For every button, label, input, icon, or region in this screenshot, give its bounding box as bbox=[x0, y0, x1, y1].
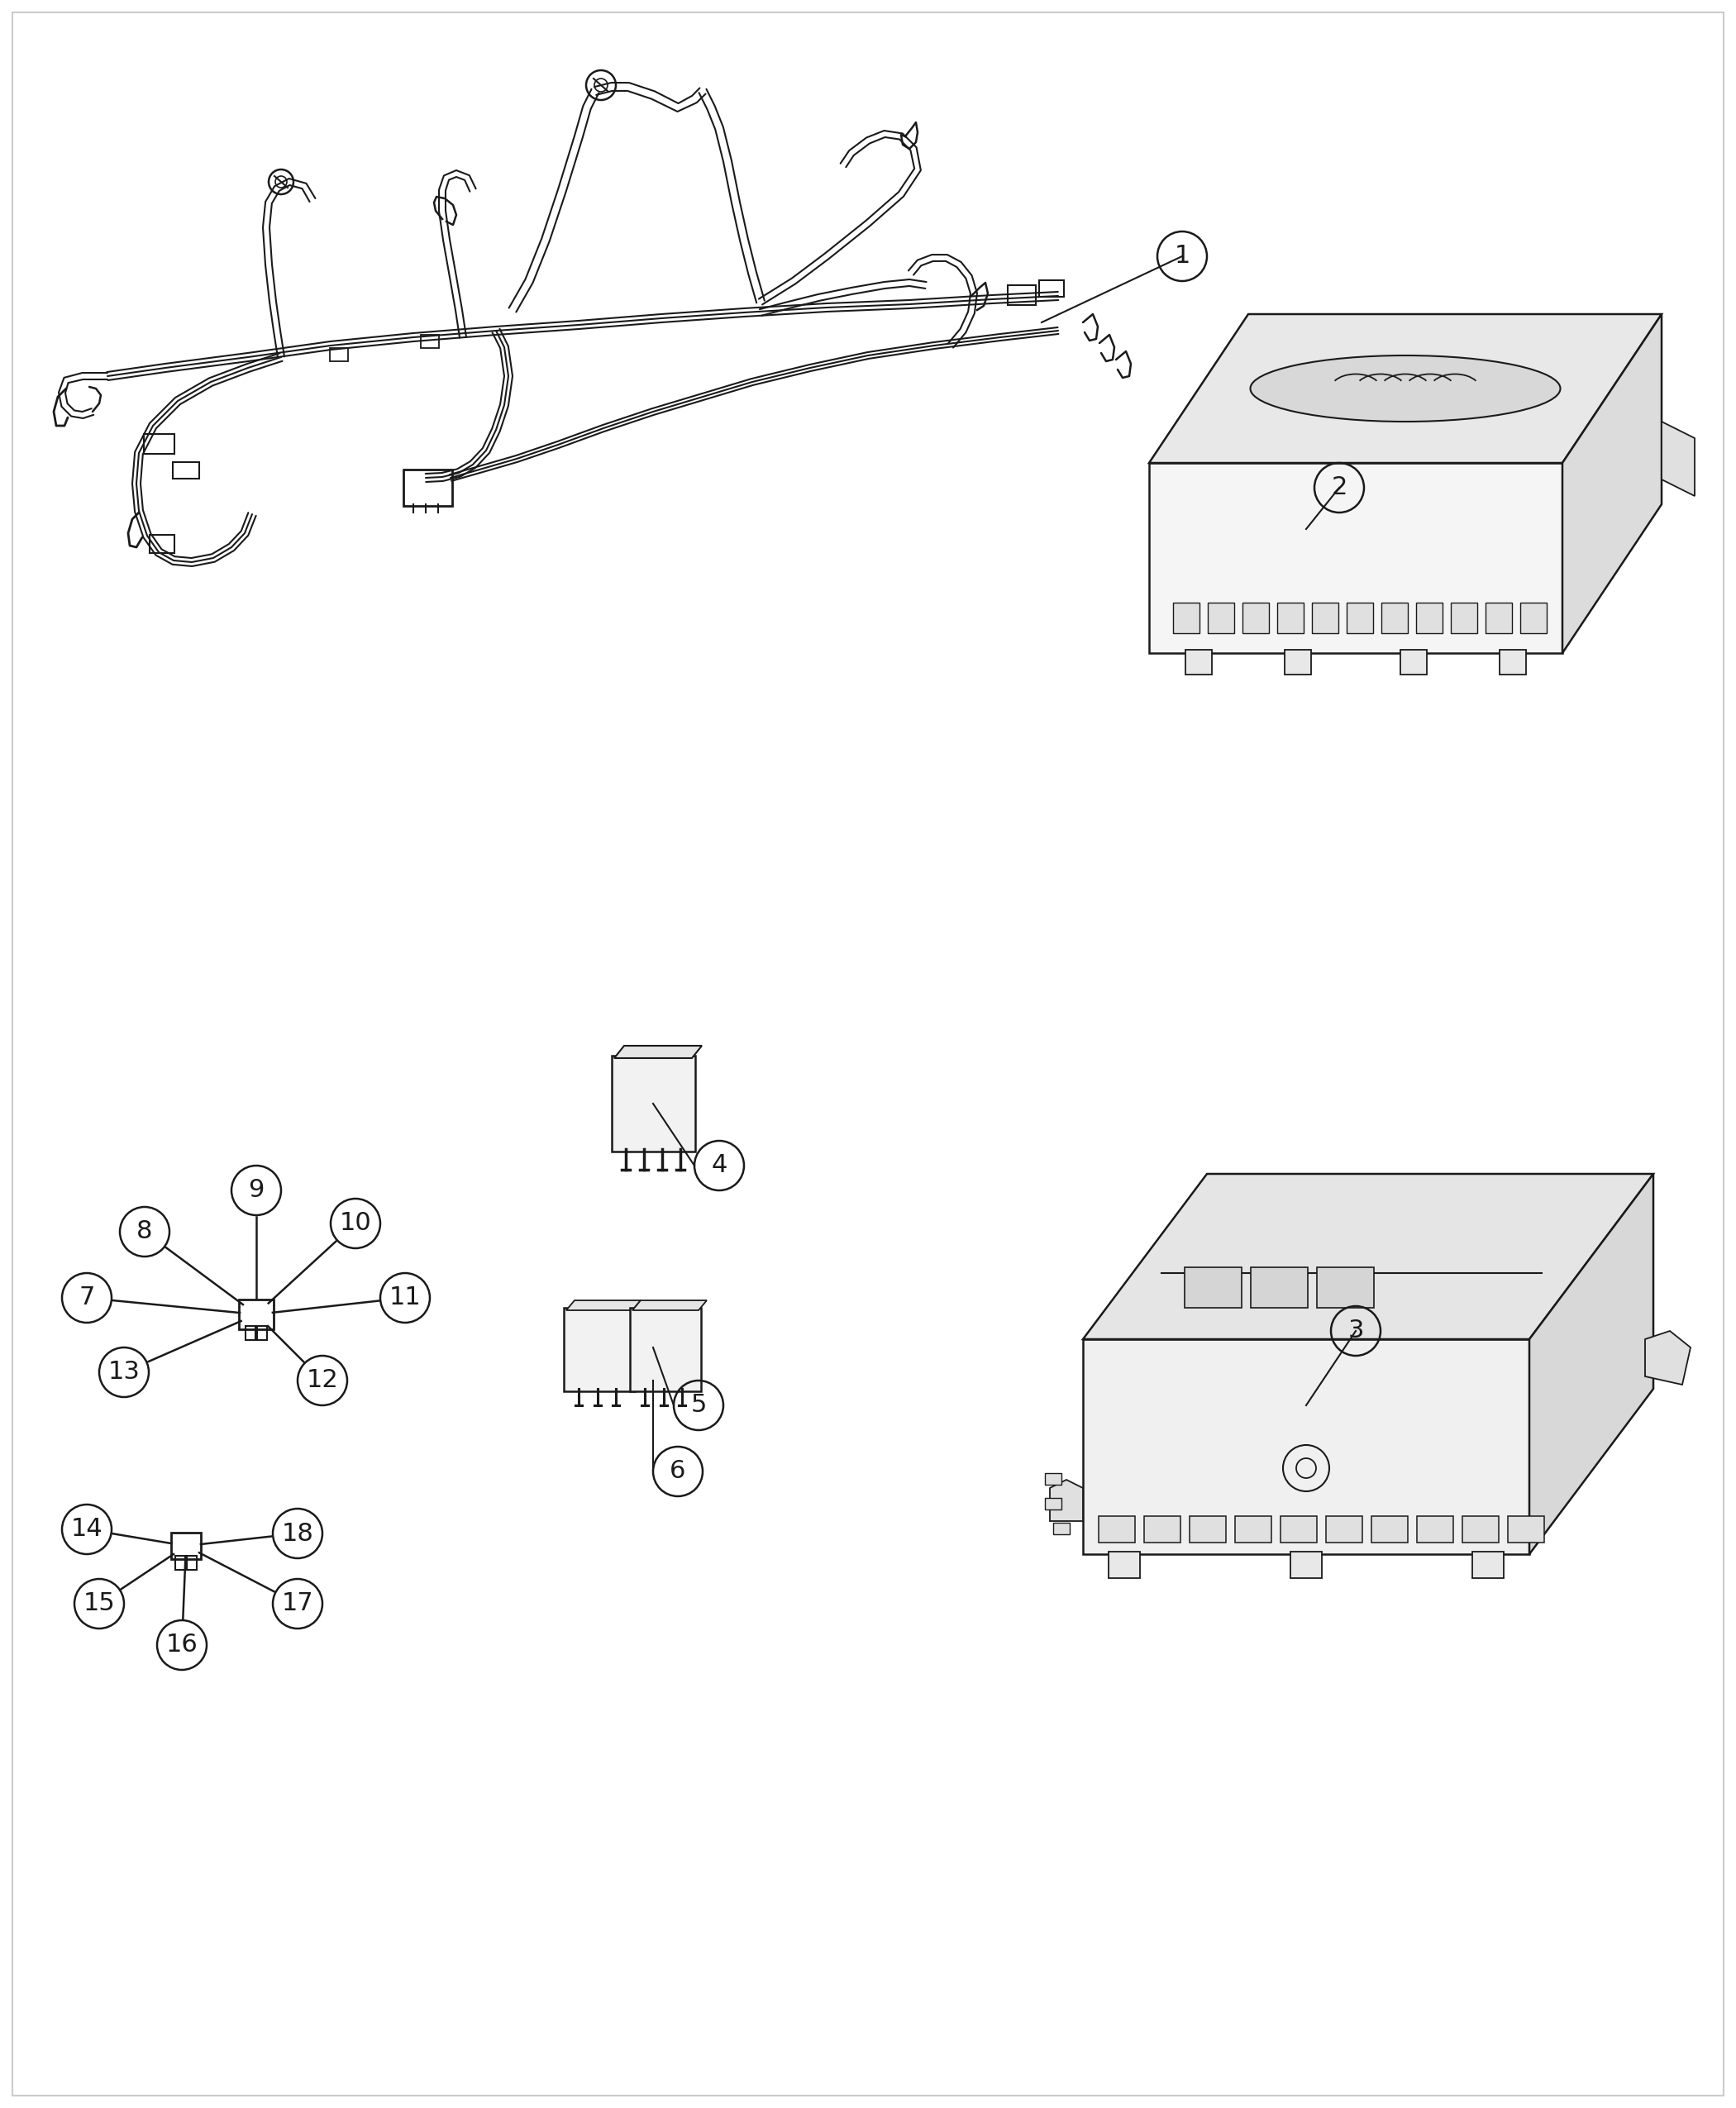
FancyBboxPatch shape bbox=[1417, 1516, 1453, 1543]
FancyBboxPatch shape bbox=[1208, 603, 1234, 632]
FancyBboxPatch shape bbox=[1174, 603, 1200, 632]
Text: 2: 2 bbox=[1332, 476, 1347, 500]
FancyBboxPatch shape bbox=[1250, 1267, 1307, 1307]
FancyBboxPatch shape bbox=[1521, 603, 1547, 632]
FancyBboxPatch shape bbox=[1144, 1516, 1180, 1543]
FancyBboxPatch shape bbox=[1462, 1516, 1498, 1543]
Text: 9: 9 bbox=[248, 1178, 264, 1202]
Text: 3: 3 bbox=[1347, 1320, 1364, 1343]
FancyBboxPatch shape bbox=[1382, 603, 1408, 632]
Polygon shape bbox=[1661, 422, 1694, 495]
FancyBboxPatch shape bbox=[1285, 649, 1311, 675]
Text: 10: 10 bbox=[340, 1212, 372, 1235]
FancyBboxPatch shape bbox=[630, 1307, 701, 1391]
FancyBboxPatch shape bbox=[611, 1056, 694, 1151]
FancyBboxPatch shape bbox=[1486, 603, 1512, 632]
Polygon shape bbox=[1562, 314, 1661, 653]
Text: 18: 18 bbox=[281, 1522, 314, 1545]
Text: 11: 11 bbox=[389, 1286, 422, 1309]
FancyBboxPatch shape bbox=[1347, 603, 1373, 632]
Text: 15: 15 bbox=[83, 1592, 115, 1615]
FancyBboxPatch shape bbox=[1045, 1499, 1061, 1509]
FancyBboxPatch shape bbox=[1099, 1516, 1135, 1543]
FancyBboxPatch shape bbox=[1451, 603, 1477, 632]
Polygon shape bbox=[1646, 1330, 1691, 1385]
Text: 16: 16 bbox=[167, 1634, 198, 1657]
Text: 1: 1 bbox=[1174, 245, 1191, 268]
FancyBboxPatch shape bbox=[1184, 1267, 1241, 1307]
FancyBboxPatch shape bbox=[1509, 1516, 1545, 1543]
FancyBboxPatch shape bbox=[1186, 649, 1212, 675]
FancyBboxPatch shape bbox=[1234, 1516, 1271, 1543]
FancyBboxPatch shape bbox=[1243, 603, 1269, 632]
Text: 4: 4 bbox=[712, 1153, 727, 1178]
Polygon shape bbox=[1050, 1480, 1083, 1522]
FancyBboxPatch shape bbox=[1318, 1267, 1373, 1307]
FancyBboxPatch shape bbox=[1290, 1551, 1321, 1579]
Text: 13: 13 bbox=[108, 1360, 141, 1385]
FancyBboxPatch shape bbox=[1417, 603, 1443, 632]
Polygon shape bbox=[1083, 1174, 1653, 1339]
FancyBboxPatch shape bbox=[1189, 1516, 1226, 1543]
Text: 5: 5 bbox=[691, 1393, 707, 1417]
FancyBboxPatch shape bbox=[1045, 1473, 1061, 1484]
Text: 7: 7 bbox=[78, 1286, 95, 1309]
FancyBboxPatch shape bbox=[1472, 1551, 1503, 1579]
Polygon shape bbox=[1149, 314, 1661, 464]
FancyBboxPatch shape bbox=[1312, 603, 1338, 632]
Text: 8: 8 bbox=[137, 1221, 153, 1244]
FancyBboxPatch shape bbox=[1401, 649, 1427, 675]
FancyBboxPatch shape bbox=[1281, 1516, 1318, 1543]
FancyBboxPatch shape bbox=[1326, 1516, 1363, 1543]
FancyBboxPatch shape bbox=[1500, 649, 1526, 675]
Polygon shape bbox=[1083, 1339, 1529, 1554]
Text: 17: 17 bbox=[281, 1592, 314, 1615]
Polygon shape bbox=[566, 1301, 641, 1311]
Text: 6: 6 bbox=[670, 1459, 686, 1484]
Polygon shape bbox=[632, 1301, 707, 1311]
FancyBboxPatch shape bbox=[564, 1307, 635, 1391]
FancyBboxPatch shape bbox=[1371, 1516, 1408, 1543]
Text: 14: 14 bbox=[71, 1518, 102, 1541]
Ellipse shape bbox=[1250, 356, 1561, 422]
Polygon shape bbox=[1149, 464, 1562, 653]
Polygon shape bbox=[1529, 1174, 1653, 1554]
Text: 12: 12 bbox=[306, 1368, 339, 1393]
FancyBboxPatch shape bbox=[1054, 1522, 1069, 1535]
FancyBboxPatch shape bbox=[1109, 1551, 1141, 1579]
FancyBboxPatch shape bbox=[1278, 603, 1304, 632]
Polygon shape bbox=[615, 1046, 701, 1058]
